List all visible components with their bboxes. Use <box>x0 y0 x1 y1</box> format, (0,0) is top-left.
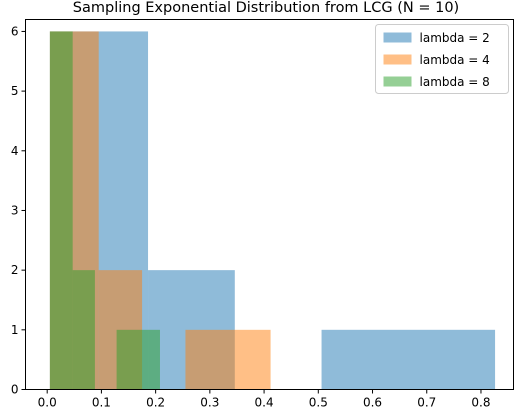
chart-title: Sampling Exponential Distribution from L… <box>73 0 459 16</box>
bars-layer <box>49 31 496 390</box>
y-tick-label: 1 <box>11 323 19 337</box>
x-tick-label: 0.7 <box>417 396 436 410</box>
x-tick-label: 0.8 <box>471 396 490 410</box>
legend-label: lambda = 8 <box>420 75 490 89</box>
series-3 <box>49 31 160 390</box>
x-tick-label: 0.6 <box>363 396 382 410</box>
bar-series-1-bin-3 <box>321 329 496 390</box>
legend: lambda = 2 lambda = 4 lambda = 8 <box>375 24 509 94</box>
plot-area-frame <box>25 19 514 390</box>
y-tick-label: 2 <box>11 263 19 277</box>
legend-label: lambda = 2 <box>420 31 490 45</box>
bar-series-3-bin-1 <box>49 31 73 390</box>
legend-swatch <box>383 32 412 43</box>
bar-series-2-bin-3 <box>185 329 271 390</box>
bar-series-3-bin-2 <box>72 270 95 390</box>
legend-swatch <box>383 76 412 87</box>
x-tick-label: 0.4 <box>255 396 274 410</box>
x-tick-label: 0.0 <box>38 396 57 410</box>
x-tick-label: 0.2 <box>146 396 165 410</box>
legend-swatch <box>383 54 412 65</box>
x-tick-label: 0.5 <box>309 396 328 410</box>
x-tick-label: 0.1 <box>92 396 111 410</box>
y-tick-label: 5 <box>11 84 19 98</box>
x-tick-label: 0.3 <box>200 396 219 410</box>
bar-series-3-bin-3 <box>116 329 160 390</box>
y-tick-label: 0 <box>11 383 19 397</box>
y-tick-label: 3 <box>11 203 19 217</box>
y-tick-label: 6 <box>11 24 19 38</box>
y-tick-label: 4 <box>11 144 19 158</box>
y-axis: 0 1 2 3 4 5 6 <box>11 24 26 397</box>
legend-label: lambda = 4 <box>420 53 490 67</box>
x-axis: 0.0 0.1 0.2 0.3 0.4 0.5 0.6 0.7 0.8 <box>38 389 491 410</box>
